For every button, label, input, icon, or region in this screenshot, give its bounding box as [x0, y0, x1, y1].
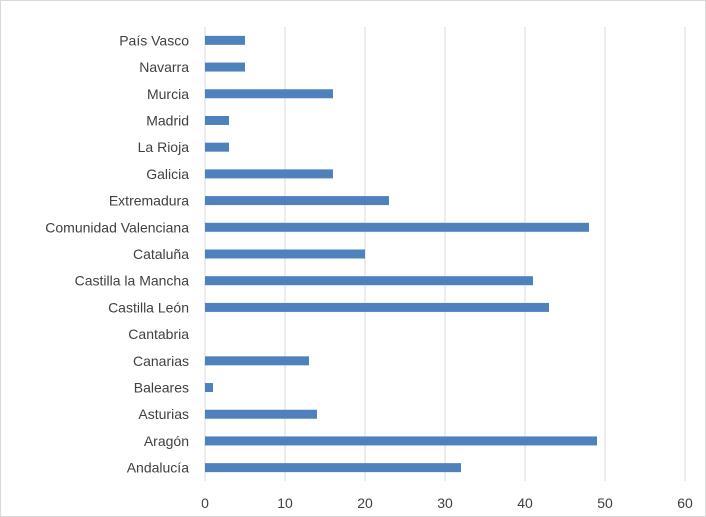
bar-canarias — [205, 356, 309, 366]
category-label: Extremadura — [109, 193, 189, 209]
bar-pa-s-vasco — [205, 35, 245, 45]
category-label: Castilla la Mancha — [75, 273, 190, 289]
x-tick-label: 20 — [357, 495, 373, 511]
x-tick-label: 0 — [201, 495, 209, 511]
bar-comunidad-valenciana — [205, 222, 589, 232]
bar-castilla-la-mancha — [205, 276, 533, 286]
category-label: Canarias — [133, 353, 189, 369]
category-label: País Vasco — [119, 32, 189, 48]
x-tick-labels: 0 10 20 30 40 50 60 — [201, 495, 693, 511]
bar-navarra — [205, 62, 245, 72]
category-labels: País Vasco Navarra Murcia Madrid La Rioja Gal… — [45, 32, 189, 475]
category-label: Aragón — [144, 433, 189, 449]
bar-baleares — [205, 383, 213, 393]
category-label: La Rioja — [138, 139, 190, 155]
bar-arag-n — [205, 436, 597, 446]
bar-galicia — [205, 169, 333, 179]
bar-la-rioja — [205, 142, 229, 152]
bar-castilla-le-n — [205, 302, 549, 312]
category-label: Andalucía — [127, 460, 189, 476]
category-label: Murcia — [147, 86, 189, 102]
x-tick-label: 60 — [677, 495, 693, 511]
bars — [205, 35, 597, 473]
category-label: Asturias — [138, 406, 189, 422]
bar-asturias — [205, 409, 317, 419]
bar-catalu-a — [205, 249, 365, 259]
category-label: Baleares — [134, 380, 189, 396]
bar-madrid — [205, 115, 229, 125]
x-tick-label: 30 — [437, 495, 453, 511]
category-label: Comunidad Valenciana — [45, 219, 189, 235]
category-label: Galicia — [146, 166, 189, 182]
category-label: Cantabria — [128, 326, 189, 342]
bar-murcia — [205, 89, 333, 99]
bar-andaluc-a — [205, 463, 461, 473]
category-label: Navarra — [139, 59, 189, 75]
category-label: Castilla León — [108, 299, 189, 315]
x-tick-label: 40 — [517, 495, 533, 511]
category-label: Cataluña — [133, 246, 189, 262]
bar-extremadura — [205, 196, 389, 206]
x-tick-label: 10 — [277, 495, 293, 511]
category-label: Madrid — [146, 112, 189, 128]
x-tick-label: 50 — [597, 495, 613, 511]
